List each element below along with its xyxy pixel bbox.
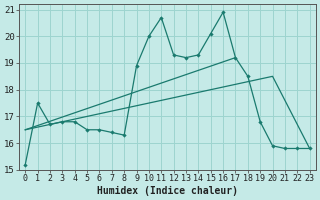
X-axis label: Humidex (Indice chaleur): Humidex (Indice chaleur) [97, 186, 238, 196]
